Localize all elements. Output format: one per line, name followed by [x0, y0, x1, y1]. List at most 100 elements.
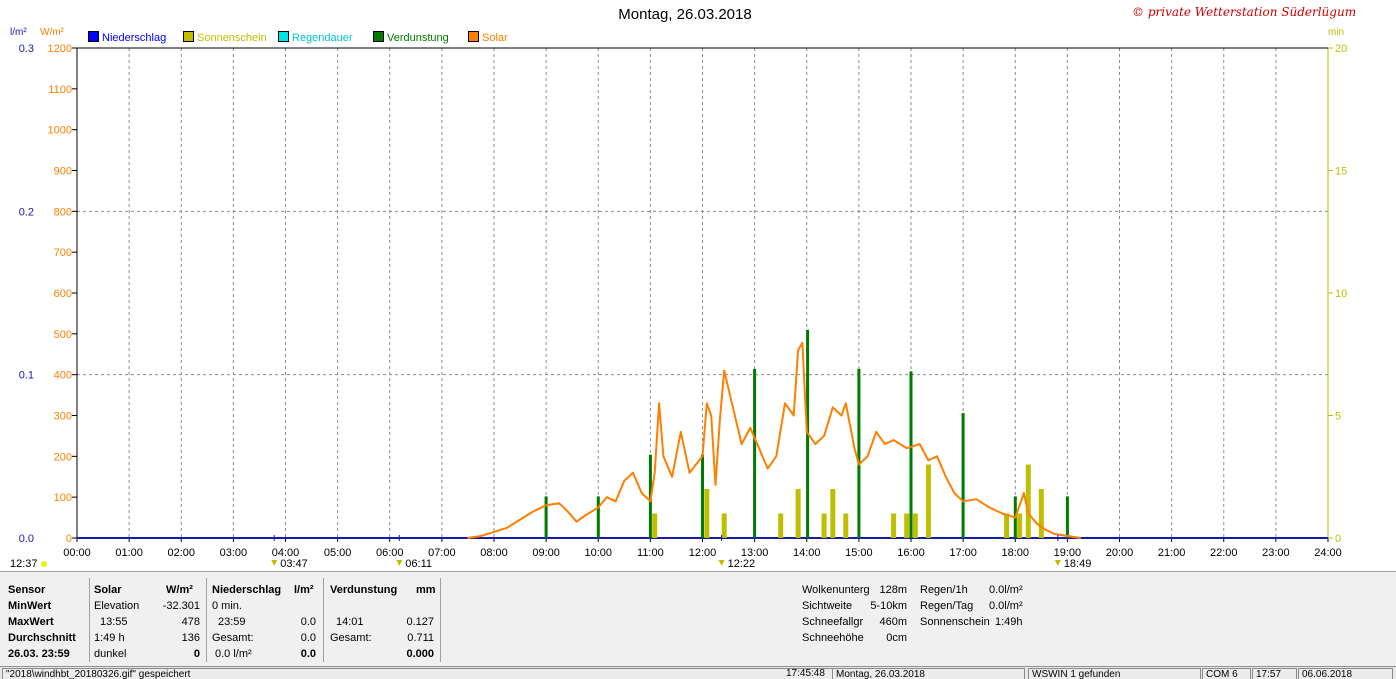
solar-point: [918, 443, 921, 445]
solar-tick-label: 100: [54, 492, 72, 504]
solar-point: [962, 500, 964, 503]
solar-point: [545, 504, 547, 507]
sunshine-bar: [925, 464, 931, 538]
x-tick-label: 16:00: [897, 547, 925, 559]
weather-label-snowdepth: Schneehöhe: [802, 632, 864, 644]
solar-point: [801, 342, 804, 344]
sunshine-bar: [843, 513, 849, 538]
time-marker-icon: [1054, 560, 1061, 566]
solar-point: [614, 500, 617, 503]
legend-item-regendauer[interactable]: Regendauer: [278, 31, 353, 44]
solar-point: [1053, 533, 1056, 535]
status-time-text: 17:45:48: [786, 668, 825, 679]
time-marker-icon: [271, 560, 278, 566]
min-tick-label: 10: [1335, 288, 1347, 300]
x-tick-label: 10:00: [584, 547, 612, 559]
rain-row-max-value: 0.0: [300, 616, 316, 628]
sunshine-bar: [795, 489, 801, 538]
rain-extra-label-sun: Sonnenschein: [920, 616, 990, 628]
solar-point: [480, 535, 482, 537]
sunshine-bar: [778, 513, 784, 538]
solar-point: [688, 471, 691, 474]
legend-item-sonnenschein[interactable]: Sonnenschein: [183, 31, 267, 44]
solar-point: [680, 431, 682, 433]
sunshine-bars: [652, 464, 1044, 538]
moon-marker-label: 12:37: [10, 558, 38, 570]
legend-label: Verdunstung: [387, 32, 449, 44]
legend-item-solar[interactable]: Solar: [468, 31, 508, 44]
sunshine-bar: [704, 489, 710, 538]
chart-title: Montag, 26.03.2018: [618, 6, 752, 23]
x-tick-label: 13:00: [741, 547, 769, 559]
evaporation-bar: [701, 454, 704, 538]
solar-point: [597, 506, 600, 509]
x-tick-label: 14:00: [793, 547, 821, 559]
solar-point: [632, 471, 634, 474]
solar-tick-label: 400: [54, 370, 72, 382]
solar-point: [905, 447, 908, 450]
rain-extra-label-1h: Regen/1h: [920, 584, 968, 596]
solar-point: [653, 471, 656, 474]
left-unit-rain: l/m²: [10, 27, 27, 38]
solar-point: [892, 439, 895, 441]
solar-point: [823, 435, 825, 437]
right-unit: min: [1328, 27, 1345, 38]
evaporation-bar: [857, 368, 861, 538]
rain-header: Niederschlag: [212, 584, 282, 596]
solar-row-max-label: 13:55: [100, 616, 128, 628]
legend-swatch: [278, 31, 289, 42]
stats-label-current: 26.03. 23:59: [8, 648, 70, 660]
sunshine-bar: [912, 513, 918, 538]
weather-label-visibility: Sichtweite: [802, 600, 853, 612]
rain-extra-label-day: Regen/Tag: [920, 600, 974, 612]
sunshine-bar: [1017, 513, 1023, 538]
legend-label: Solar: [482, 32, 508, 44]
rain-row-avg-label: Gesamt:: [212, 632, 254, 644]
weather-label-cloudbase: Wolkenunterg: [802, 584, 870, 596]
evap-row-avg-value: 0.711: [407, 632, 434, 644]
solar-point: [953, 492, 956, 494]
solar-point: [714, 484, 717, 486]
solar-tick-label: 800: [54, 206, 72, 218]
solar-point: [1001, 512, 1003, 515]
evaporation-bar: [596, 496, 600, 538]
solar-point: [519, 518, 521, 521]
rain-tick-label: 0.3: [19, 43, 34, 55]
solar-unit: W/m²: [166, 584, 193, 596]
solar-point: [866, 455, 869, 458]
evap-row-max-label: 14:01: [336, 616, 364, 628]
rain-unit: l/m²: [294, 584, 314, 596]
solar-point: [875, 431, 877, 433]
solar-tick-label: 900: [54, 166, 72, 178]
solar-point: [749, 427, 752, 429]
status-file: "2018\windhbt_20180326.gif" gespeichert: [2, 668, 833, 679]
status-found: WSWIN 1 gefunden: [1028, 668, 1201, 679]
statistics-panel: Sensor MinWert MaxWert Durchschnitt 26.0…: [0, 571, 1396, 667]
solar-point: [988, 506, 990, 509]
rain-tick-label: 0.1: [19, 370, 34, 382]
solar-point: [649, 500, 652, 503]
solar-point: [832, 406, 834, 409]
x-tick-label: 08:00: [480, 547, 508, 559]
solar-point: [784, 402, 786, 405]
solar-tick-label: 1200: [48, 43, 72, 55]
stats-label-min: MinWert: [8, 600, 52, 612]
solar-row-avg-value: 136: [181, 632, 200, 644]
status-bar: "2018\windhbt_20180326.gif" gespeichert …: [0, 666, 1396, 679]
solar-point: [814, 443, 817, 445]
legend-item-niederschlag[interactable]: Niederschlag: [88, 31, 166, 44]
sunshine-bar: [821, 513, 827, 538]
sunshine-bar: [652, 513, 658, 538]
solar-point: [719, 418, 721, 421]
solar-point: [710, 414, 712, 417]
legend-item-verdunstung[interactable]: Verdunstung: [373, 31, 449, 44]
evaporation-bar: [1065, 496, 1069, 538]
x-tick-label: 02:00: [167, 547, 195, 559]
evap-row-max-value: 0.127: [406, 616, 434, 628]
solar-point: [662, 455, 665, 458]
stats-label-sensor: Sensor: [8, 584, 46, 596]
left-unit-solar: W/m²: [40, 27, 64, 38]
sunshine-bar: [891, 513, 897, 538]
sunshine-bar: [1038, 489, 1044, 538]
time-marker-icon: [396, 560, 403, 566]
